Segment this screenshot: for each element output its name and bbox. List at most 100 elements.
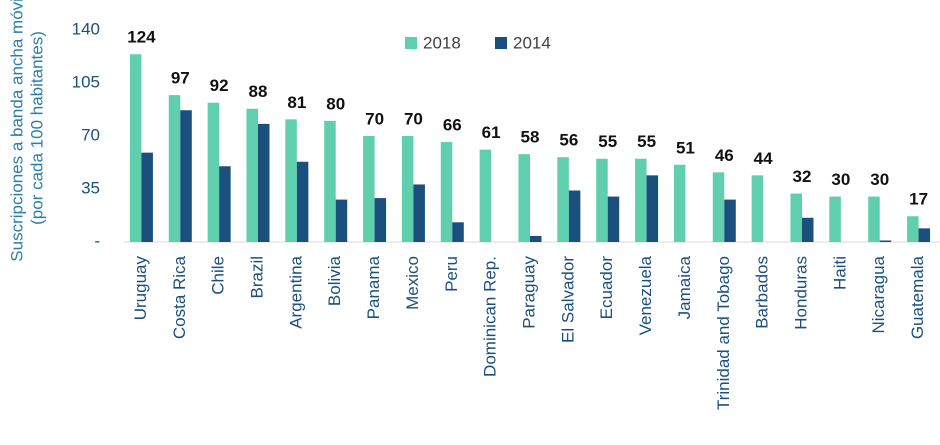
bar [557,157,569,242]
bar [712,172,725,242]
data-label: 80 [326,94,345,113]
x-tick-label: Jamaica [675,255,694,319]
x-tick: Bolivia [325,255,344,306]
bar [168,95,181,242]
data-label: 46 [715,146,734,165]
legend-label: 2018 [423,33,461,52]
bar [180,110,192,242]
data-label: 124 [127,28,156,47]
x-tick-label: Costa Rica [170,255,189,339]
data-label: 30 [870,170,889,189]
x-tick-label: Paraguay [519,256,538,329]
x-tick-label: Ecuador [597,256,616,320]
x-tick: Ecuador [597,256,616,320]
data-label: 70 [404,109,423,128]
data-label: 66 [443,116,462,135]
x-tick: Venezuela [636,255,655,335]
bar [802,217,814,242]
bar [413,184,425,242]
data-label: 30 [831,170,850,189]
legend-label: 2014 [513,33,551,52]
bar [219,166,231,242]
data-label: 88 [249,82,268,101]
bar [646,175,659,242]
y-tick-label: 35 [81,178,100,197]
data-label: 56 [559,131,578,150]
x-tick-label: Venezuela [636,255,655,335]
y-axis-label-line: Suscripciones a banda ancha móvil [7,0,26,262]
x-tick-label: Bolivia [325,255,344,306]
bar [751,175,764,242]
x-tick: Chile [209,256,228,295]
bar [296,161,309,242]
data-label: 81 [287,93,306,112]
x-tick: Brazil [247,256,266,299]
bar [324,120,336,242]
x-tick-label: Haiti [830,256,849,290]
x-tick: Guatemala [908,255,927,339]
y-tick-label: 105 [72,72,100,91]
data-label: 55 [598,132,617,151]
legend-swatch [495,37,507,49]
bar [790,193,802,242]
y-tick-label: 70 [81,125,100,144]
x-tick-label: Dominican Rep. [481,256,500,377]
legend-swatch [405,37,417,49]
bar [635,158,647,242]
data-label: 44 [754,149,773,168]
bar [207,102,220,242]
bar [607,196,620,242]
x-tick: Mexico [403,256,422,310]
bar [907,216,919,242]
x-tick-label: Uruguay [131,256,150,321]
y-tick-label: - [94,231,100,250]
bar [596,158,608,242]
x-tick-label: Guatemala [908,255,927,339]
bar [141,152,153,242]
x-tick: El Salvador [558,256,577,343]
bar [868,196,880,242]
bar [374,198,387,242]
data-label: 32 [793,167,812,186]
x-tick: Haiti [830,256,849,290]
bar [258,123,270,242]
y-axis-label-line: (por cada 100 habitantes) [27,31,46,225]
x-tick: Jamaica [675,255,694,319]
y-axis-label: Suscripciones a banda ancha móvil (por c… [7,0,46,262]
y-tick-label: 140 [72,19,100,38]
x-tick: Costa Rica [170,255,189,339]
data-label: 97 [171,69,190,88]
x-tick-label: Panama [364,255,383,319]
x-tick-label: Nicaragua [869,255,888,333]
bar [285,119,297,242]
x-tick: Nicaragua [869,255,888,333]
bar [518,154,530,242]
x-tick-label: Honduras [791,256,810,330]
x-tick: Peru [442,256,461,292]
data-label: 92 [210,76,229,95]
x-tick-label: Chile [209,256,228,295]
bar [568,190,581,242]
bar [829,196,841,242]
x-tick-label: Barbados [753,256,772,329]
x-tick: Barbados [753,256,772,329]
x-tick-label: Trinidad and Tobago [714,256,733,410]
bar [246,108,258,242]
x-tick: Dominican Rep. [481,256,500,377]
bar [530,235,542,242]
x-tick: Panama [364,255,383,319]
bar [918,228,931,242]
x-tick: Honduras [791,256,810,330]
x-tick-label: Argentina [286,255,305,328]
data-label: 58 [521,128,540,147]
x-tick-label: Brazil [247,256,266,299]
bar [724,199,736,242]
data-label: 70 [365,109,384,128]
bar [401,136,414,242]
x-tick: Argentina [286,255,305,328]
x-tick: Paraguay [519,256,538,329]
x-tick-label: Mexico [403,256,422,310]
x-tick: Trinidad and Tobago [714,256,733,410]
bar [335,199,348,242]
